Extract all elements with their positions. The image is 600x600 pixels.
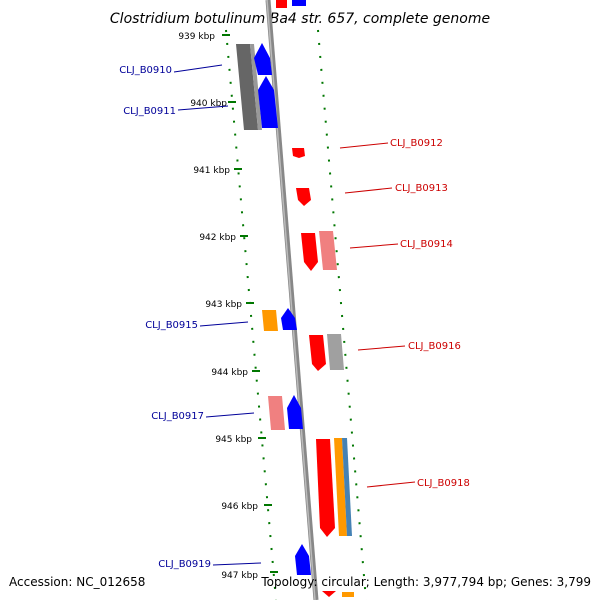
connector-clj-b0911 [177, 105, 229, 111]
ruler-label-943: 943 kbp [205, 300, 242, 310]
ruler-label-945: 945 kbp [215, 435, 252, 445]
right-guide-line [317, 29, 367, 600]
gene-label-clj-b0919[interactable]: CLJ_B0919 [158, 559, 211, 570]
accession-text: Accession: NC_012658 [9, 575, 145, 589]
connector-clj-b0912 [339, 142, 389, 149]
gene-label-clj-b0913[interactable]: CLJ_B0913 [395, 183, 448, 194]
connector-clj-b0919 [212, 562, 262, 566]
gene-label-clj-b0912[interactable]: CLJ_B0912 [390, 138, 443, 149]
connector-clj-b0916 [357, 345, 406, 351]
feature-clj-b0916-grey[interactable] [327, 334, 344, 370]
backbone-line [265, 0, 319, 600]
feature-top-red[interactable] [276, 0, 287, 8]
feature-clj-b0915-blue[interactable] [281, 308, 297, 330]
feature-clj-b0914-b[interactable] [319, 231, 337, 270]
feature-clj-b0918-red[interactable] [316, 439, 335, 537]
feature-clj-b0912[interactable] [292, 148, 305, 158]
gene-label-clj-b0916[interactable]: CLJ_B0916 [408, 341, 461, 352]
ruler-label-947: 947 kbp [221, 571, 258, 581]
connector-clj-b0910 [173, 64, 223, 73]
connector-clj-b0915 [199, 321, 249, 327]
gene-label-clj-b0917[interactable]: CLJ_B0917 [151, 411, 204, 422]
feature-clj-b0917-blue[interactable] [287, 395, 303, 429]
feature-clj-b0916-red[interactable] [309, 335, 326, 371]
feature-bottom-orange[interactable] [342, 592, 354, 597]
gene-label-clj-b0911[interactable]: CLJ_B0911 [123, 106, 176, 117]
feature-clj-b0917-pink[interactable] [268, 396, 285, 430]
label-connectors [173, 64, 416, 566]
gene-labels: CLJ_B0910 CLJ_B0911 CLJ_B0912 CLJ_B0913 … [119, 65, 470, 570]
backbone-highlight [266, 0, 316, 600]
ruler-label-939: 939 kbp [178, 32, 215, 42]
gene-label-clj-b0915[interactable]: CLJ_B0915 [145, 320, 198, 331]
feature-bottom-red[interactable] [322, 591, 336, 597]
ruler-label-940: 940 kbp [190, 99, 227, 109]
connector-clj-b0913 [344, 187, 393, 194]
ruler-label-946: 946 kbp [221, 502, 258, 512]
ruler-label-941: 941 kbp [193, 166, 230, 176]
feature-clj-b0918-steel[interactable] [342, 438, 352, 536]
connector-clj-b0917 [205, 412, 255, 418]
feature-clj-b0918-orange[interactable] [334, 438, 347, 536]
genome-summary-text: Topology: circular; Length: 3,977,794 bp… [260, 575, 591, 589]
feature-clj-b0914-a[interactable] [301, 233, 318, 271]
ruler-label-944: 944 kbp [211, 368, 248, 378]
gene-label-clj-b0918[interactable]: CLJ_B0918 [417, 478, 470, 489]
features [236, 0, 354, 597]
gene-label-clj-b0914[interactable]: CLJ_B0914 [400, 239, 453, 250]
feature-grey-block[interactable] [236, 44, 258, 130]
left-guide-line [225, 29, 277, 600]
feature-grey-block-shade [250, 44, 262, 130]
feature-clj-b0911[interactable] [258, 76, 278, 128]
connector-clj-b0918 [366, 481, 416, 488]
ruler-label-942: 942 kbp [199, 233, 236, 243]
feature-clj-b0910[interactable] [254, 43, 272, 75]
ruler: 939 kbp 940 kbp 941 kbp 942 kbp 943 kbp … [178, 32, 278, 581]
feature-top-blue[interactable] [292, 0, 306, 6]
feature-clj-b0915-orange[interactable] [262, 310, 278, 331]
map-title: Clostridium botulinum Ba4 str. 657, comp… [110, 11, 490, 27]
feature-clj-b0913[interactable] [296, 188, 311, 206]
connector-clj-b0914 [349, 243, 399, 249]
gene-label-clj-b0910[interactable]: CLJ_B0910 [119, 65, 172, 76]
feature-clj-b0919[interactable] [295, 544, 311, 575]
